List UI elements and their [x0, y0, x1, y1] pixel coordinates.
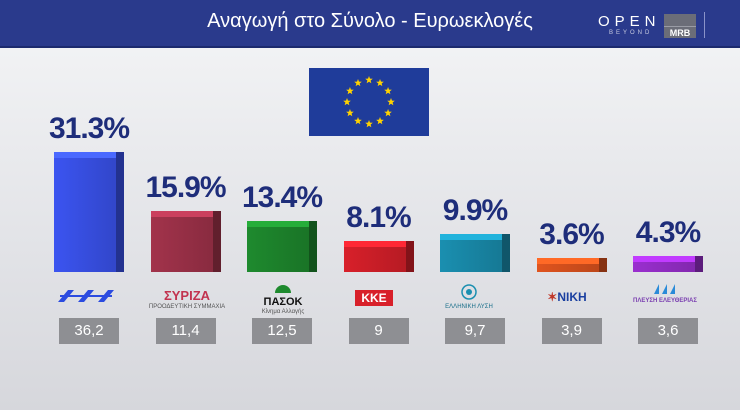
- syriza-logo: ΣΥΡΙΖΑ ΠΡΟΟΔΕΥΤΙΚΗ ΣΥΜΜΑΧΙΑ: [142, 288, 232, 310]
- chart-bar-side: [116, 152, 124, 272]
- elliniki-lysi-emblem-icon: [461, 284, 477, 300]
- broadcaster-logo: OPEN: [598, 13, 661, 30]
- elliniki-lysi-logo-text: ΕΛΛΗΝΙΚΗ ΛΥΣΗ: [445, 304, 493, 310]
- chart-bar: [247, 220, 317, 272]
- chart-bar-top: [54, 152, 124, 158]
- pasok-sun-icon: [275, 285, 291, 293]
- syriza-logo-subtext: ΠΡΟΟΔΕΥΤΙΚΗ ΣΥΜΜΑΧΙΑ: [148, 304, 226, 310]
- eu-star-icon: [346, 87, 354, 95]
- chart-bar: [54, 152, 124, 272]
- chart-bar: [150, 211, 221, 272]
- plefsi-logo: ΠΛΕΥΣΗ ΕΛΕΥΘΕΡΙΑΣ: [620, 282, 710, 304]
- eu-star-icon: [384, 87, 392, 95]
- eu-star-icon: [365, 120, 373, 128]
- chart-bar-side: [309, 220, 317, 272]
- previous-result-box: 11,4: [155, 318, 216, 344]
- chart-data-label: 8.1%: [346, 200, 411, 234]
- pasok-logo-subtext: Κίνημα Αλλαγής: [261, 309, 305, 315]
- chart-bar-top: [343, 240, 414, 247]
- niki-star-icon: ✶: [547, 290, 558, 304]
- chart-data-label: 15.9%: [145, 171, 226, 205]
- pasok-logo: ΠΑΣΟΚ Κίνημα Αλλαγής: [238, 284, 328, 315]
- chart-data-label: 9.9%: [442, 194, 508, 228]
- niki-logo-text: ΝΙΚΗ: [557, 290, 587, 304]
- previous-result-box: 3,6: [638, 318, 698, 344]
- mrb-label: MRB: [669, 28, 691, 38]
- previous-result-box: 9: [348, 318, 409, 344]
- eu-star-icon: [365, 76, 373, 84]
- chart-bar: [536, 258, 607, 272]
- chart-bar: [440, 234, 510, 272]
- mrb-cube-icon: [664, 14, 696, 27]
- plefsi-sails-icon: [654, 284, 675, 294]
- chart-bar-side: [405, 240, 414, 272]
- chart-bar-top: [536, 258, 607, 265]
- nd-emblem-icon: [58, 290, 114, 302]
- elliniki-lysi-logo: ΕΛΛΗΝΙΚΗ ΛΥΣΗ: [424, 284, 514, 310]
- eu-star-icon: [354, 78, 362, 87]
- eu-star-icon: [376, 78, 384, 87]
- syriza-logo-text: ΣΥΡΙΖΑ: [163, 288, 211, 303]
- chart-bar-side: [695, 255, 703, 272]
- chart-bar: [343, 240, 414, 272]
- plefsi-logo-text: ΠΛΕΥΣΗ ΕΛΕΥΘΕΡΙΑΣ: [633, 298, 697, 304]
- pasok-logo-text: ΠΑΣΟΚ: [263, 296, 303, 308]
- chart-bar-top: [247, 220, 317, 227]
- nd-logo: [45, 286, 135, 307]
- kke-logo: ΚΚΕ: [329, 290, 419, 306]
- eu-star-icon: [376, 117, 384, 125]
- chart-bar-top: [440, 234, 510, 241]
- chart-data-label: 31.3%: [48, 112, 130, 145]
- eu-star-icon: [354, 117, 362, 125]
- chart-data-label: 3.6%: [539, 218, 604, 252]
- eu-star-icon: [346, 109, 354, 117]
- chart-bar-side: [502, 234, 510, 272]
- eu-star-icon: [343, 98, 351, 106]
- kke-logo-text: ΚΚΕ: [355, 290, 393, 306]
- previous-result-box: 3,9: [541, 318, 602, 344]
- mrb-logo: MRB: [664, 14, 696, 38]
- eu-star-icon: [387, 98, 395, 106]
- eu-star-icon: [384, 109, 392, 117]
- chart-data-label: 4.3%: [635, 215, 701, 249]
- page-title: Αναγωγή στο Σύνολο - Ευρωεκλογές: [207, 10, 533, 32]
- previous-result-box: 36,2: [59, 318, 119, 344]
- chart-bar-side: [212, 211, 221, 272]
- previous-result-box: 12,5: [252, 318, 312, 344]
- eu-flag-icon: [309, 68, 429, 136]
- header-divider: [704, 12, 705, 38]
- header-bar: Αναγωγή στο Σύνολο - Ευρωεκλογές OPEN BE…: [0, 0, 740, 48]
- chart-bar-top: [150, 211, 221, 218]
- chart-bar: [633, 255, 703, 272]
- chart-bar-top: [633, 255, 703, 262]
- chart-data-label: 13.4%: [241, 180, 323, 214]
- niki-logo: ✶ΝΙΚΗ: [522, 290, 612, 304]
- chart-bar-side: [598, 258, 607, 272]
- previous-result-box: 9,7: [445, 318, 505, 344]
- broadcaster-tagline: BEYOND: [609, 30, 653, 36]
